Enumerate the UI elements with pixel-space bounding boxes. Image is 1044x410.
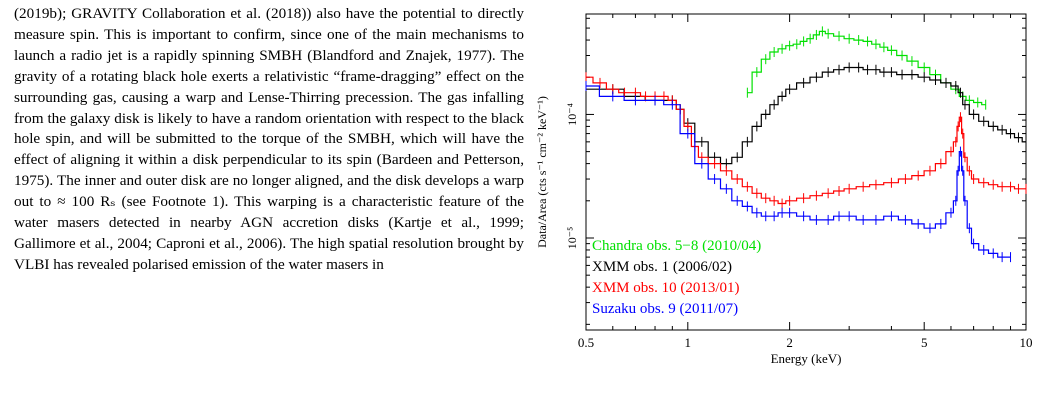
legend-entry: XMM obs. 10 (2013/01) <box>592 280 740 296</box>
series-0 <box>746 26 987 110</box>
y-axis-ticks: 10⁻⁴ 10⁻⁵ <box>565 17 1026 325</box>
spectrum-figure: 0.5 1 2 5 10 10⁻⁴ 10⁻⁵ Energy (keV) Data/Area… <box>528 0 1044 405</box>
legend: Chandra obs. 5−8 (2010/04) XMM obs. 1 (20… <box>592 238 761 317</box>
legend-entry: XMM obs. 1 (2006/02) <box>592 259 732 275</box>
x-tick-label: 5 <box>921 335 928 350</box>
series-line <box>586 66 1026 165</box>
body-text-column: (2019b); GRAVITY Collaboration et al. (2… <box>14 4 524 276</box>
plot-frame <box>585 13 1027 331</box>
series-line <box>747 30 986 106</box>
spectrum-chart: 0.5 1 2 5 10 10⁻⁴ 10⁻⁵ Energy (keV) Data/Area… <box>535 13 1033 366</box>
y-axis-label: Data/Area (cts s⁻¹ cm⁻² keV⁻¹) <box>535 96 549 248</box>
x-tick-label: 10 <box>1020 335 1033 350</box>
x-axis-label: Energy (keV) <box>771 351 842 366</box>
x-tick-label: 1 <box>685 335 692 350</box>
series-layer <box>585 26 1027 263</box>
y-tick-label: 10⁻⁴ <box>565 103 579 126</box>
body-paragraph: (2019b); GRAVITY Collaboration et al. (2… <box>14 5 524 273</box>
legend-entry: Chandra obs. 5−8 (2010/04) <box>592 238 761 254</box>
x-tick-label: 2 <box>786 335 793 350</box>
series-3 <box>585 80 1012 263</box>
series-line <box>586 85 1011 258</box>
x-tick-label: 0.5 <box>578 335 594 350</box>
y-tick-label: 10⁻⁵ <box>565 227 579 250</box>
legend-entry: Suzaku obs. 9 (2011/07) <box>592 301 738 317</box>
series-line <box>586 76 1026 205</box>
